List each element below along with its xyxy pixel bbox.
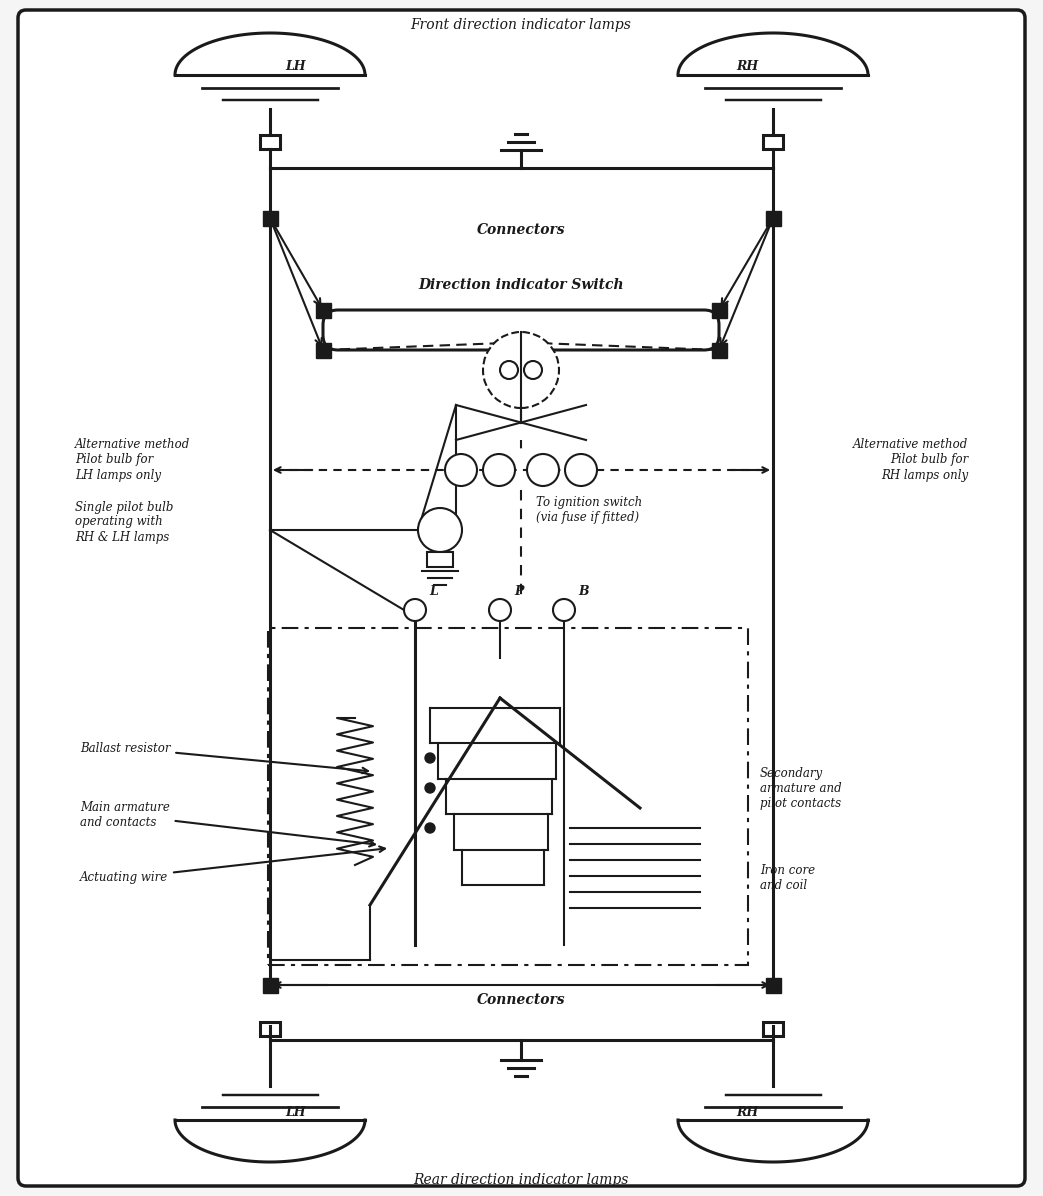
Circle shape [527,454,559,486]
Circle shape [445,454,477,486]
Bar [268,628,748,965]
Bar [711,342,727,358]
Text: RH: RH [736,61,758,73]
FancyBboxPatch shape [18,10,1025,1186]
Bar [766,210,780,226]
Circle shape [404,599,426,621]
Text: Ballast resistor: Ballast resistor [80,742,368,774]
Circle shape [483,332,559,408]
Bar [315,342,331,358]
Circle shape [483,454,515,486]
Bar [766,977,780,993]
Text: Actuating wire: Actuating wire [80,847,385,885]
Text: Alternative method
Pilot bulb for
LH lamps only: Alternative method Pilot bulb for LH lam… [75,439,190,482]
Text: B: B [578,585,588,598]
Text: L: L [429,585,438,598]
Bar [315,303,331,317]
Text: Direction indicator Switch: Direction indicator Switch [418,277,624,292]
Circle shape [418,508,462,553]
Circle shape [553,599,575,621]
Text: Single pilot bulb
operating with
RH & LH lamps: Single pilot bulb operating with RH & LH… [75,500,173,543]
Circle shape [425,783,435,793]
Text: Connectors: Connectors [477,222,565,237]
Bar [263,977,277,993]
Bar [260,135,280,150]
Text: P: P [514,585,524,598]
Text: Connectors: Connectors [477,993,565,1007]
Circle shape [425,753,435,763]
Text: To ignition switch
(via fuse if fitted): To ignition switch (via fuse if fitted) [536,496,642,524]
Circle shape [489,599,511,621]
Text: Iron core
and coil: Iron core and coil [760,864,816,892]
Text: Front direction indicator lamps: Front direction indicator lamps [411,18,631,32]
Circle shape [565,454,597,486]
Bar [711,303,727,317]
Bar [260,1023,280,1036]
Circle shape [425,823,435,832]
Text: Rear direction indicator lamps: Rear direction indicator lamps [413,1173,629,1186]
Text: Alternative method
Pilot bulb for
RH lamps only: Alternative method Pilot bulb for RH lam… [853,439,968,482]
Bar [763,1023,783,1036]
Bar [763,135,783,150]
Text: Main armature
and contacts: Main armature and contacts [80,801,374,847]
Circle shape [500,361,518,379]
Bar [427,553,453,567]
Bar [263,210,277,226]
Circle shape [524,361,542,379]
Text: LH: LH [285,61,306,73]
Text: LH: LH [285,1105,306,1118]
Text: RH: RH [736,1105,758,1118]
Text: Secondary
armature and
pilot contacts: Secondary armature and pilot contacts [760,767,842,810]
